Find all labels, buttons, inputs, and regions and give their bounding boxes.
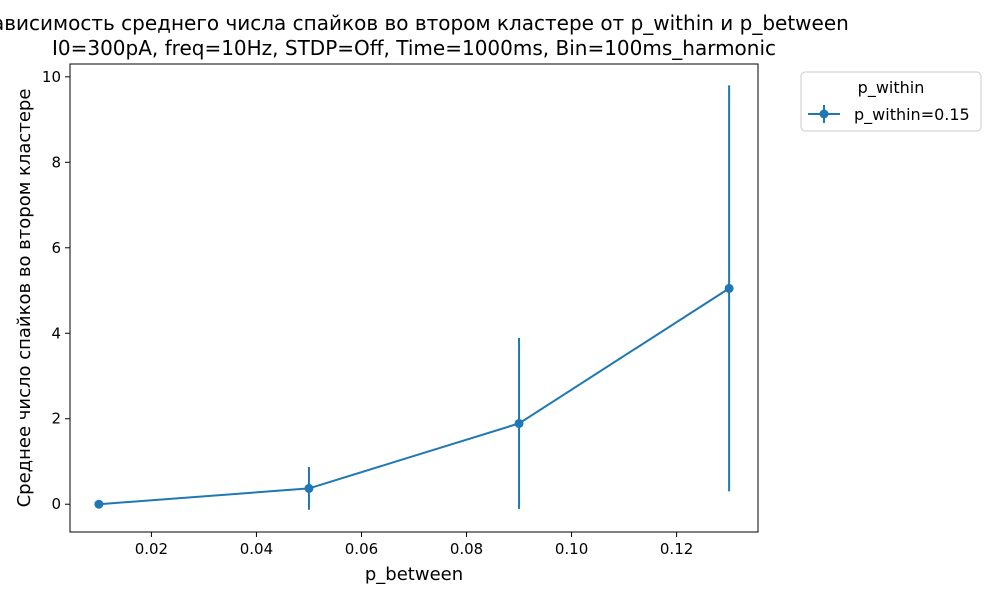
y-tick-label: 8 <box>51 153 61 171</box>
chart-title-line2: I0=300pA, freq=10Hz, STDP=Off, Time=1000… <box>52 36 776 60</box>
x-tick-label: 0.02 <box>135 540 168 558</box>
x-tick-label: 0.08 <box>450 540 483 558</box>
legend-title: p_within <box>858 78 925 98</box>
y-axis-ticks: 0 2 4 6 8 10 <box>42 68 70 513</box>
y-axis-label: Среднее число спайков во втором кластере <box>14 89 35 508</box>
y-tick-label: 2 <box>51 410 61 428</box>
legend-point-marker <box>819 109 829 119</box>
y-tick-label: 6 <box>51 239 61 257</box>
plot-area <box>94 85 734 510</box>
y-tick-label: 4 <box>51 324 61 342</box>
x-tick-label: 0.10 <box>555 540 588 558</box>
legend-entry-label: p_within=0.15 <box>854 105 970 125</box>
x-axis-label: p_between <box>365 564 463 585</box>
data-point <box>724 283 734 293</box>
x-axis-ticks: 0.02 0.04 0.06 0.08 0.10 0.12 <box>135 532 693 558</box>
legend-frame <box>800 71 982 132</box>
series-line <box>98 287 730 506</box>
y-tick-label: 0 <box>51 495 61 513</box>
data-point <box>94 499 104 509</box>
data-point <box>514 418 524 428</box>
chart-title-line1: Зависимость среднего числа спайков во вт… <box>0 11 849 35</box>
plot-frame <box>69 63 759 533</box>
data-point <box>304 483 314 493</box>
x-tick-label: 0.06 <box>345 540 378 558</box>
y-tick-label: 10 <box>42 68 61 86</box>
x-tick-label: 0.12 <box>660 540 693 558</box>
x-tick-label: 0.04 <box>240 540 273 558</box>
legend: p_within p_within=0.15 <box>800 71 982 132</box>
